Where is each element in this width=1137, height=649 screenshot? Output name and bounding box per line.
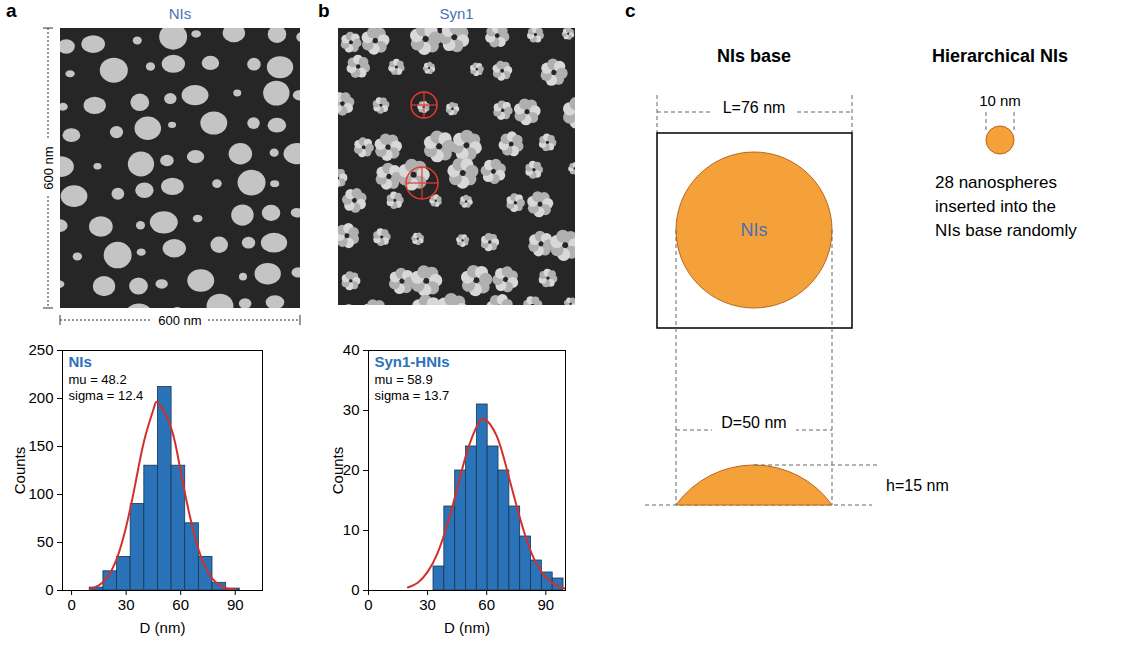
svg-text:20: 20	[342, 461, 360, 479]
svg-text:600 nm: 600 nm	[158, 313, 201, 328]
svg-text:30: 30	[118, 596, 135, 613]
svg-text:50: 50	[37, 533, 54, 550]
svg-text:90: 90	[537, 596, 554, 613]
svg-text:0: 0	[45, 581, 53, 598]
svg-text:250: 250	[28, 341, 53, 358]
svg-text:0: 0	[364, 596, 372, 613]
svg-text:0: 0	[351, 581, 359, 598]
svg-text:Syn1-HNIs: Syn1-HNIs	[375, 353, 450, 370]
svg-text:mu = 48.2: mu = 48.2	[69, 372, 127, 387]
svg-text:NIs: NIs	[741, 220, 768, 240]
svg-text:mu = 58.9: mu = 58.9	[375, 372, 433, 387]
svg-text:30: 30	[343, 401, 360, 418]
svg-text:28 nanospheres: 28 nanospheres	[935, 173, 1057, 192]
svg-text:90: 90	[227, 596, 244, 613]
svg-text:inserted into the: inserted into the	[935, 197, 1056, 216]
svg-text:NIs: NIs	[169, 5, 192, 22]
svg-text:D (nm): D (nm)	[140, 619, 186, 636]
svg-text:Counts: Counts	[329, 447, 346, 495]
svg-text:D (nm): D (nm)	[444, 619, 490, 636]
svg-text:sigma = 12.4: sigma = 12.4	[69, 388, 144, 403]
svg-text:600 nm: 600 nm	[41, 146, 56, 189]
svg-text:D=50 nm: D=50 nm	[721, 414, 786, 431]
svg-text:a: a	[6, 0, 17, 21]
svg-text:Syn1: Syn1	[439, 5, 473, 22]
svg-text:10 nm: 10 nm	[979, 92, 1021, 109]
svg-text:NIs base randomly: NIs base randomly	[935, 221, 1077, 240]
svg-text:L=76 nm: L=76 nm	[723, 99, 786, 116]
svg-text:b: b	[318, 0, 330, 21]
svg-text:10: 10	[343, 521, 360, 538]
svg-text:100: 100	[28, 485, 53, 502]
svg-text:h=15 nm: h=15 nm	[886, 477, 949, 494]
svg-text:NIs base: NIs base	[717, 46, 791, 66]
svg-text:30: 30	[419, 596, 436, 613]
svg-text:Counts: Counts	[11, 447, 28, 495]
svg-text:NIs: NIs	[69, 353, 92, 370]
svg-text:Hierarchical NIs: Hierarchical NIs	[932, 46, 1068, 66]
svg-text:c: c	[625, 0, 636, 21]
svg-text:150: 150	[28, 437, 53, 454]
svg-text:0: 0	[67, 596, 75, 613]
svg-text:200: 200	[28, 389, 53, 406]
svg-text:sigma = 13.7: sigma = 13.7	[375, 388, 450, 403]
svg-text:60: 60	[172, 596, 189, 613]
svg-text:40: 40	[343, 341, 360, 358]
svg-text:60: 60	[478, 596, 495, 613]
